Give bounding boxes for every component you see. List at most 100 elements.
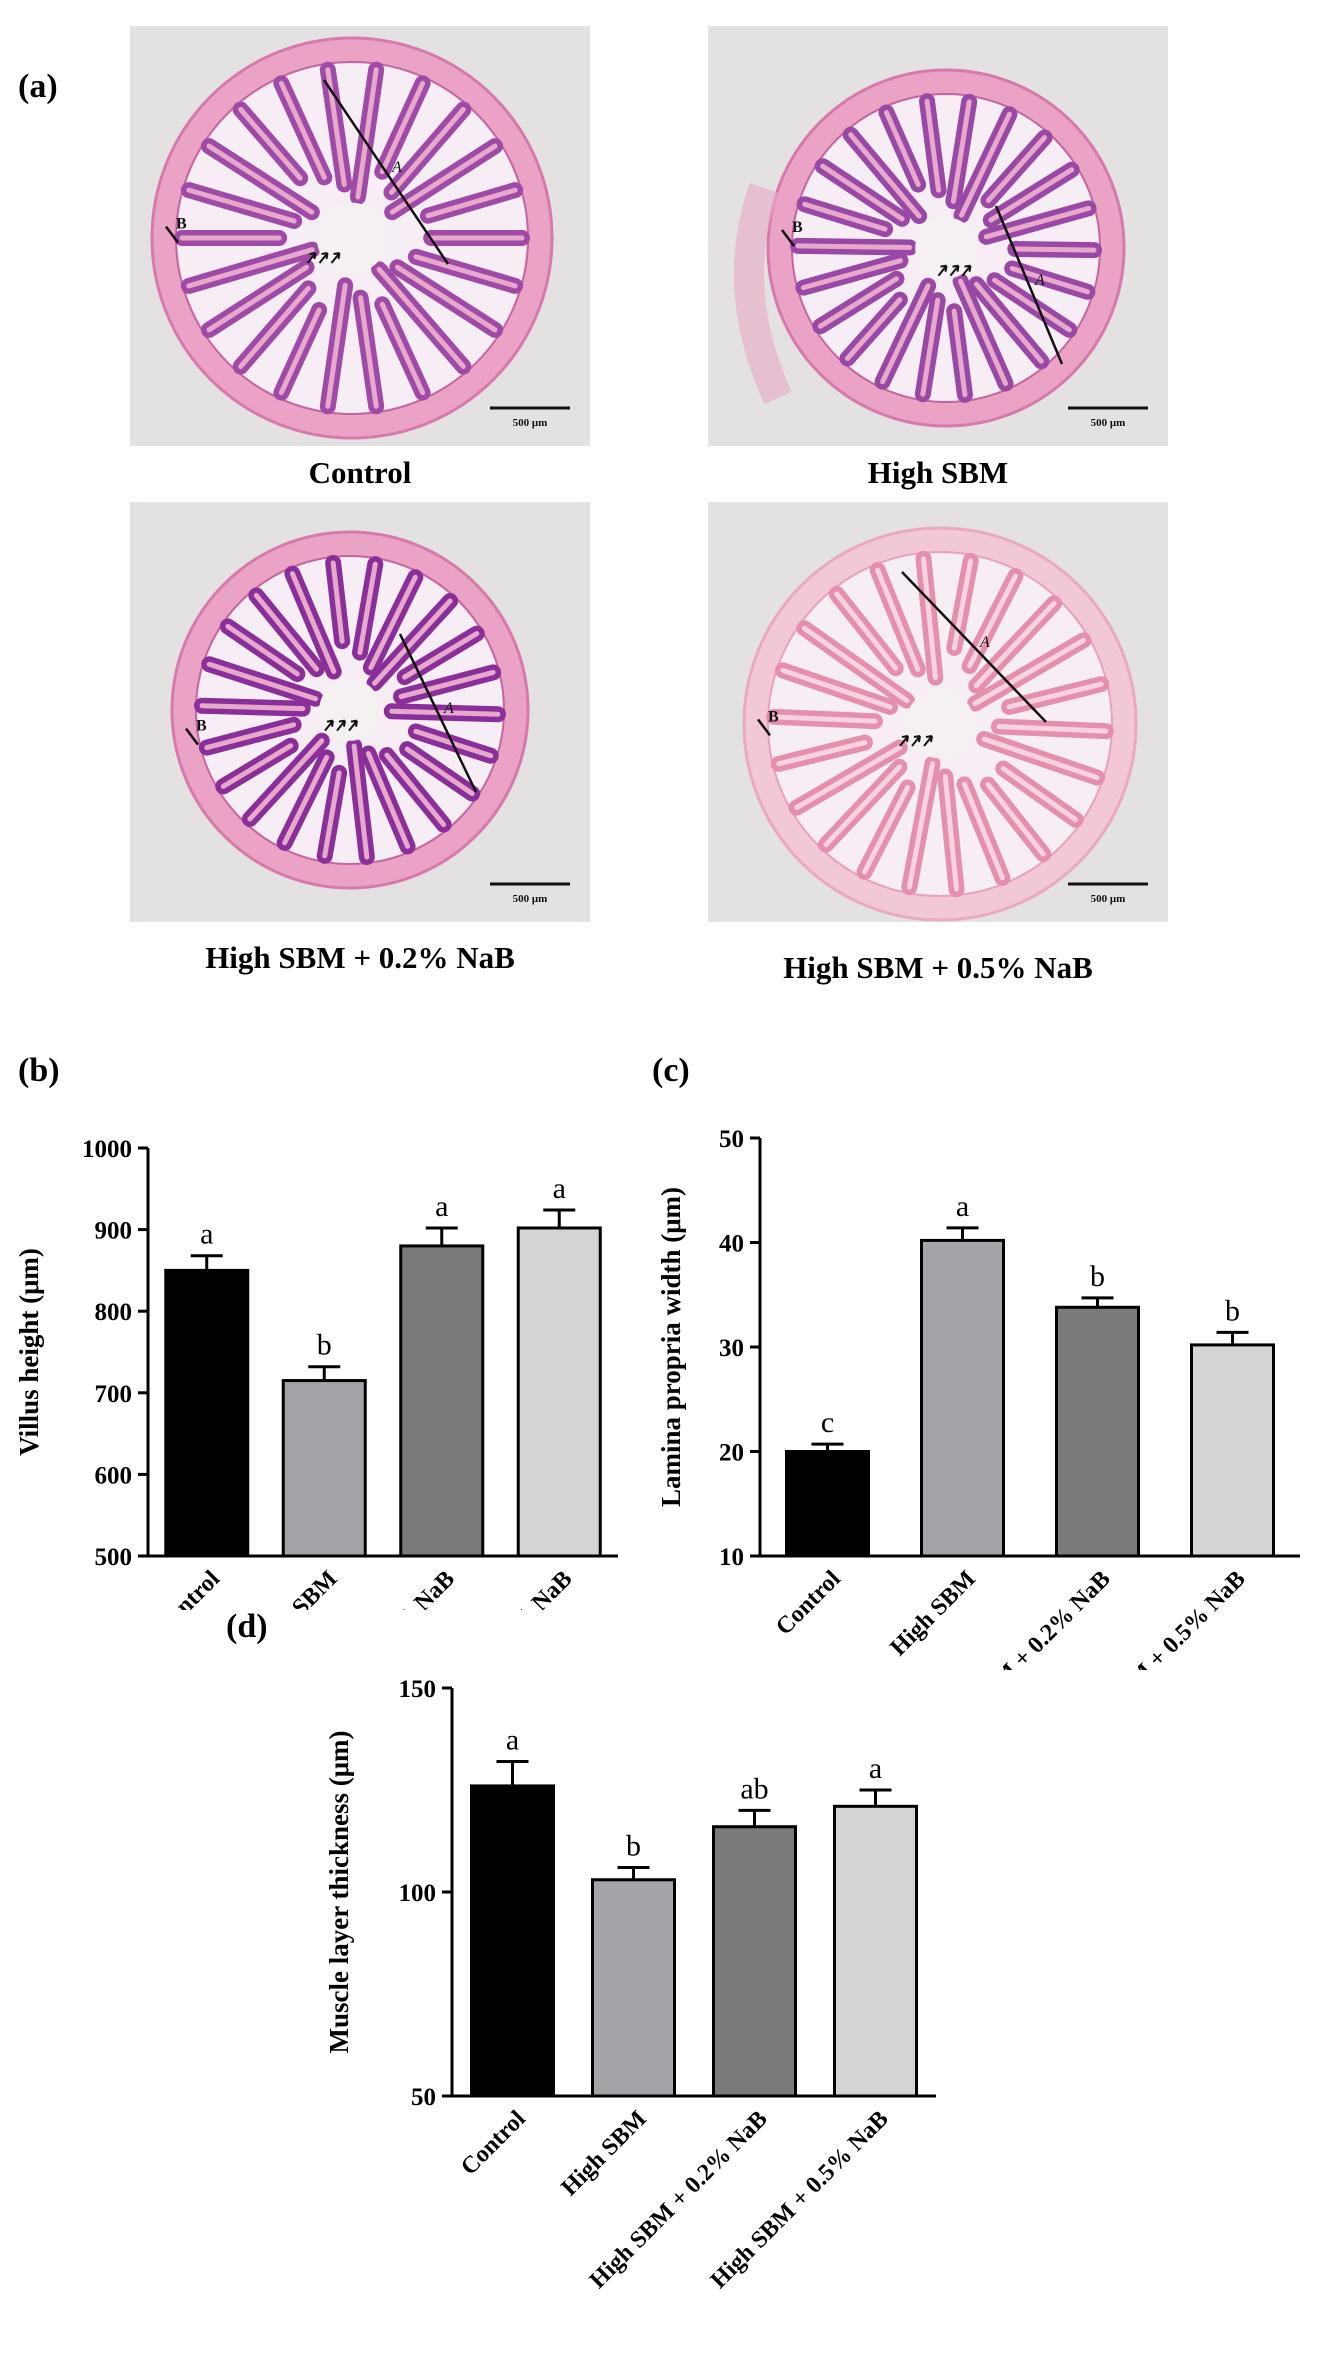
- y-tick-label: 50: [411, 2084, 436, 2111]
- lamina-propria-core: [206, 143, 315, 215]
- label-a: A: [979, 634, 990, 651]
- lamina-propria-core: [238, 285, 311, 369]
- lamina-propria-core: [834, 591, 899, 671]
- bar: [785, 1450, 870, 1558]
- y-tick-label: 150: [399, 1676, 437, 1703]
- arrow-goblet-cell: [318, 252, 329, 264]
- lamina-propria-core: [795, 243, 913, 250]
- label-a: A: [443, 700, 454, 717]
- lamina-propria-core: [883, 110, 921, 188]
- bar: [1055, 1305, 1140, 1558]
- lamina-propria-core: [330, 560, 345, 644]
- y-tick-label: 100: [399, 1880, 437, 1907]
- scale-bar-label: 500 μm: [1091, 893, 1126, 905]
- significance-letter: b: [626, 1830, 641, 1863]
- measurement-line-a: [322, 79, 450, 265]
- scale-bar-label: 500 μm: [1091, 417, 1126, 429]
- lamina-propria-core: [924, 98, 942, 193]
- arrow-goblet-cell: [911, 735, 921, 747]
- micrograph-caption-high-sbm: High SBM: [867, 455, 1009, 490]
- lamina-propria-core: [322, 770, 342, 859]
- lamina-propria-core: [800, 258, 903, 291]
- y-tick-label: 1000: [82, 1136, 132, 1163]
- lamina-propria-core: [801, 625, 910, 704]
- lamina-propria-core: [358, 295, 379, 409]
- micrograph-caption-high-sbm-05-nab: High SBM + 0.5% NaB: [783, 950, 1093, 985]
- lamina-propria-core: [357, 561, 378, 656]
- lamina-propria-core: [278, 80, 327, 180]
- lamina-propria-core: [389, 143, 498, 215]
- y-axis-label: Villus height (μm): [14, 1248, 44, 1456]
- lamina-propria-core: [862, 784, 911, 875]
- label-b: B: [176, 216, 187, 233]
- lamina-propria-core: [204, 722, 297, 751]
- lamina-propria-core: [253, 592, 320, 672]
- lamina-propria-core: [950, 99, 972, 204]
- lamina-propria-core: [961, 781, 1005, 881]
- arrow-goblet-cell: [949, 264, 960, 277]
- y-tick-label: 30: [719, 1335, 744, 1362]
- lamina-propria-core: [394, 264, 498, 333]
- significance-letter: b: [1225, 1294, 1240, 1327]
- lamina-propria-core: [771, 714, 878, 724]
- lamina-propria-core: [973, 281, 1044, 364]
- y-tick-label: 10: [719, 1544, 744, 1571]
- arrow-goblet-cell: [961, 264, 972, 277]
- y-axis-label: Muscle layer thickness (μm): [324, 1730, 354, 2053]
- lamina-propria-core: [958, 278, 1009, 386]
- lamina-propria-core: [289, 571, 337, 674]
- lamina-propria-core: [413, 254, 518, 289]
- y-tick-label: 900: [95, 1218, 133, 1245]
- micrograph-high-sbm: A B 500 μm: [708, 26, 1168, 446]
- lamina-propria-core: [389, 107, 466, 195]
- lamina-propria-core: [365, 751, 411, 849]
- micrograph-high-sbm-05-nab: A B 500 μm: [708, 502, 1168, 922]
- lumen: [316, 202, 388, 274]
- lamina-propria-core: [355, 67, 379, 200]
- micrograph-drawing: A B 500 μm: [742, 526, 1148, 922]
- lamina-propria-core: [848, 132, 922, 219]
- lamina-propria-core: [959, 111, 1012, 218]
- lamina-propria-core: [282, 754, 330, 846]
- lamina-propria-core: [384, 752, 447, 828]
- lamina-propria-core: [823, 764, 902, 848]
- label-b: B: [768, 708, 779, 725]
- lamina-propria-core: [398, 669, 496, 700]
- label-a: A: [391, 159, 402, 176]
- bar: [591, 1878, 676, 2098]
- lamina-propria-core: [988, 167, 1075, 223]
- y-tick-label: 20: [719, 1440, 744, 1467]
- category-label: High SBM: [247, 1566, 342, 1610]
- lumen: [905, 689, 975, 759]
- lamina-propria-core: [776, 740, 868, 767]
- lamina-propria-core: [376, 266, 466, 369]
- lamina-propria-core: [981, 736, 1100, 781]
- arrow-goblet-cell: [330, 252, 341, 264]
- lamina-propria-core: [817, 276, 900, 329]
- lamina-propria-core: [425, 187, 518, 219]
- micrograph-drawing: A B 500 μm: [170, 530, 570, 905]
- micrograph-control: A B 500 μm: [130, 26, 590, 446]
- lamina-propria-core: [875, 567, 921, 672]
- chart-villus-height: 500 600 700 800 900 1000 Villus height (μm) a Co…: [14, 1136, 618, 1610]
- lamina-propria-core: [368, 574, 418, 671]
- significance-letter: a: [869, 1752, 882, 1785]
- lumen: [319, 679, 381, 741]
- significance-letter: ab: [740, 1772, 768, 1805]
- y-tick-label: 40: [719, 1231, 744, 1258]
- lamina-propria-core: [780, 667, 893, 710]
- lamina-propria-core: [985, 135, 1048, 203]
- lamina-propria-core: [802, 201, 888, 232]
- panel-letter-b: (b): [18, 1052, 60, 1089]
- lamina-propria-core: [238, 107, 303, 181]
- lamina-propria-core: [404, 746, 475, 797]
- measurement-line-a: [994, 205, 1064, 365]
- arrow-goblet-cell: [937, 264, 948, 277]
- lamina-propria-core: [351, 743, 370, 860]
- significance-letter: a: [506, 1723, 519, 1756]
- lamina-propria-core: [389, 708, 501, 717]
- lamina-propria-core: [906, 761, 936, 890]
- measurement-line-b: [165, 225, 179, 244]
- lamina-propria-core: [951, 308, 968, 398]
- bar: [833, 1804, 918, 2098]
